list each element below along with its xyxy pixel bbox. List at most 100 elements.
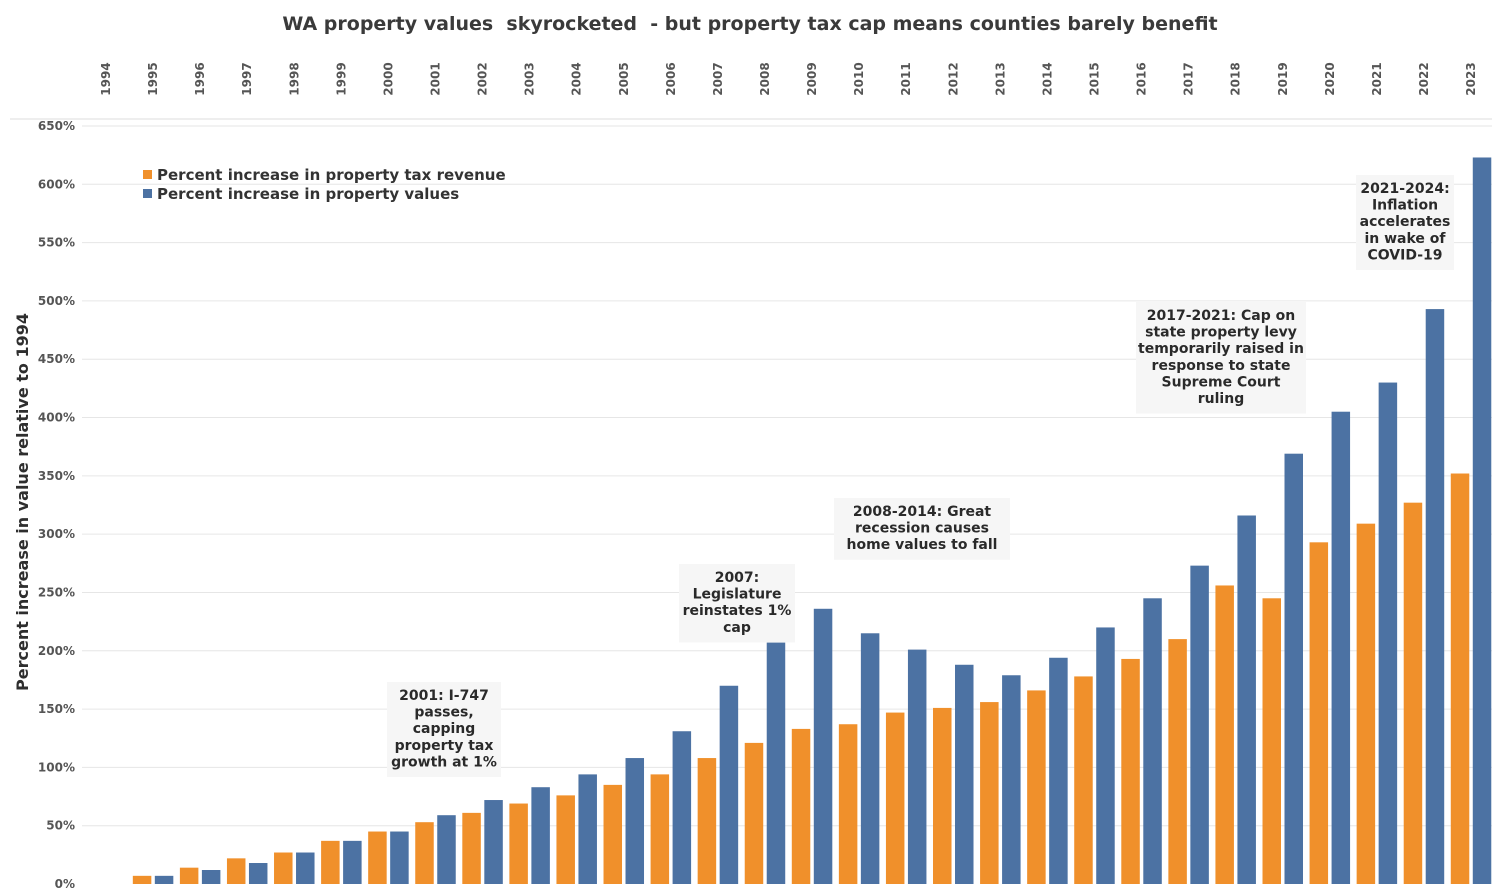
bar-tax-revenue bbox=[1450, 473, 1470, 884]
x-tick-label: 2001 bbox=[428, 62, 442, 95]
bar-property-values bbox=[531, 787, 550, 884]
x-tick-label: 2003 bbox=[523, 62, 537, 95]
bar-property-values bbox=[813, 608, 833, 884]
x-tick-label: 2005 bbox=[617, 62, 631, 95]
y-axis-ticks: 0% 50% 100% 150% 200% 250% 300% 350% 400% 450% 500… bbox=[38, 119, 75, 891]
x-tick-label: 2018 bbox=[1229, 62, 1243, 95]
bar-property-values bbox=[1237, 515, 1256, 884]
annotation-line: Inflation bbox=[1372, 198, 1438, 214]
y-tick-label: 600% bbox=[38, 177, 75, 191]
legend-entry: Percent increase in property values bbox=[157, 185, 459, 203]
bar-tax-revenue bbox=[1262, 598, 1281, 884]
annotation-line: capping bbox=[413, 721, 476, 737]
annotation-line: COVID-19 bbox=[1367, 247, 1442, 263]
annotation-line: 2017-2021: Cap on bbox=[1147, 308, 1295, 324]
x-tick-label: 1998 bbox=[287, 62, 301, 95]
bar-property-values bbox=[201, 870, 221, 884]
bar-property-values bbox=[672, 731, 692, 884]
annotation-line: reinstates 1% bbox=[683, 603, 792, 619]
x-tick-label: 2022 bbox=[1417, 62, 1431, 95]
bar-property-values bbox=[1190, 565, 1209, 884]
bar-tax-revenue bbox=[697, 758, 717, 884]
x-axis-ticks: 1994 1995 1996 1997 1998 1999 2000 2001 2002 2003… bbox=[99, 62, 1478, 95]
bar-property-values bbox=[1378, 382, 1398, 884]
bar-tax-revenue bbox=[838, 724, 858, 884]
bar-property-values bbox=[390, 831, 409, 884]
bar-tax-revenue bbox=[509, 803, 528, 884]
annotation-line: 2008-2014: Great bbox=[853, 504, 992, 520]
annotation-line: Legislature bbox=[693, 587, 782, 603]
annotation-box bbox=[1136, 302, 1306, 414]
bar-property-values bbox=[343, 840, 362, 884]
x-tick-label: 1994 bbox=[99, 62, 113, 95]
annotation-line: state property levy bbox=[1145, 325, 1297, 341]
bar-tax-revenue bbox=[980, 702, 999, 884]
bar-tax-revenue bbox=[791, 728, 811, 884]
bar-property-values bbox=[1425, 309, 1445, 884]
bar-tax-revenue bbox=[603, 784, 623, 884]
x-tick-label: 2011 bbox=[899, 62, 913, 95]
x-tick-label: 2000 bbox=[381, 62, 395, 95]
annotation-line: 2021-2024: bbox=[1360, 181, 1449, 197]
y-tick-label: 150% bbox=[38, 702, 75, 716]
annotation-line: in wake of bbox=[1364, 231, 1446, 247]
bar-tax-revenue bbox=[415, 822, 434, 884]
bar-tax-revenue bbox=[1168, 639, 1187, 884]
x-tick-label: 2007 bbox=[711, 62, 725, 95]
x-tick-label: 1997 bbox=[240, 62, 254, 95]
x-tick-label: 2014 bbox=[1040, 62, 1054, 95]
bar-tax-revenue bbox=[274, 852, 293, 884]
bar-property-values bbox=[860, 633, 880, 884]
annotation-line: Supreme Court bbox=[1162, 374, 1281, 390]
bar-property-values bbox=[907, 649, 927, 884]
x-tick-label: 2009 bbox=[805, 62, 819, 95]
legend-swatch bbox=[143, 189, 152, 198]
annotation-box bbox=[387, 682, 501, 777]
x-tick-label: 1995 bbox=[146, 62, 160, 95]
bar-property-values bbox=[154, 875, 174, 884]
bar-tax-revenue bbox=[1215, 585, 1234, 884]
x-tick-label: 2015 bbox=[1087, 62, 1101, 95]
y-tick-label: 450% bbox=[38, 352, 75, 366]
annotation-box bbox=[834, 498, 1010, 560]
annotation-line: ruling bbox=[1198, 391, 1244, 407]
bar-property-values bbox=[1284, 453, 1303, 884]
x-tick-label: 1996 bbox=[193, 62, 207, 95]
bar-tax-revenue bbox=[1309, 542, 1329, 884]
annotation-line: 2001: I-747 bbox=[399, 688, 489, 704]
bar-tax-revenue bbox=[933, 707, 952, 884]
bar-property-values bbox=[296, 852, 315, 884]
x-tick-label: 2013 bbox=[993, 62, 1007, 95]
y-tick-label: 0% bbox=[55, 877, 75, 891]
chart-title: WA property values skyrocketed - but pro… bbox=[282, 13, 1217, 35]
annotation-box bbox=[679, 564, 795, 643]
annotation-line: response to state bbox=[1152, 358, 1291, 374]
y-tick-label: 650% bbox=[38, 119, 75, 133]
bar-tax-revenue bbox=[885, 712, 905, 884]
y-tick-label: 100% bbox=[38, 760, 75, 774]
x-tick-label: 2006 bbox=[664, 62, 678, 95]
x-tick-label: 2016 bbox=[1135, 62, 1149, 95]
annotation-line: accelerates bbox=[1360, 214, 1451, 230]
y-tick-label: 400% bbox=[38, 411, 75, 425]
x-tick-label: 2008 bbox=[758, 62, 772, 95]
x-tick-label: 2012 bbox=[946, 62, 960, 95]
y-tick-label: 550% bbox=[38, 236, 75, 250]
legend-swatch bbox=[143, 170, 152, 179]
annotation-line: recession causes bbox=[855, 521, 989, 537]
annotation-line: home values to fall bbox=[847, 537, 998, 553]
legend-entry: Percent increase in property tax revenue bbox=[157, 166, 506, 184]
x-tick-label: 2020 bbox=[1323, 62, 1337, 95]
x-tick-label: 2021 bbox=[1370, 62, 1384, 95]
bar-tax-revenue bbox=[1074, 676, 1093, 884]
bar-property-values bbox=[766, 642, 786, 884]
bar-tax-revenue bbox=[1121, 658, 1140, 884]
bar-tax-revenue bbox=[226, 858, 246, 884]
y-tick-label: 300% bbox=[38, 527, 75, 541]
annotation-box bbox=[1356, 175, 1454, 270]
x-tick-label: 2023 bbox=[1464, 62, 1478, 95]
bar-property-values bbox=[248, 863, 268, 884]
bar-property-values bbox=[1472, 157, 1492, 885]
